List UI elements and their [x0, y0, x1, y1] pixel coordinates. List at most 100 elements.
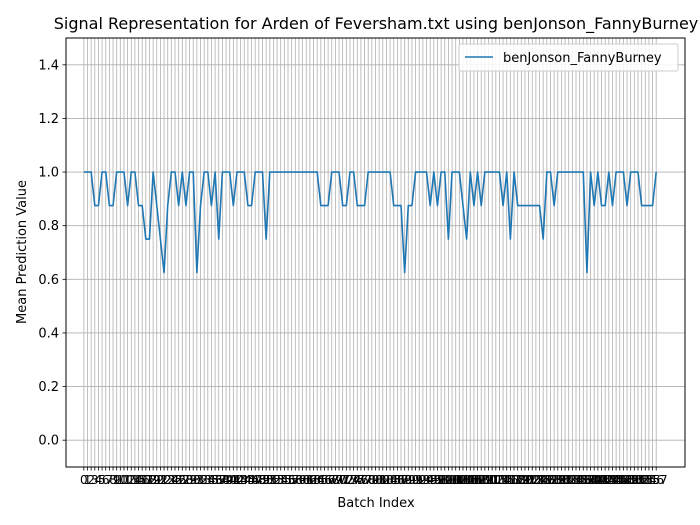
x-tick-label: 45 [240, 473, 255, 487]
x-tick-label: 130 [546, 473, 569, 487]
x-tick-label: 13 [124, 473, 139, 487]
x-tick-label: 144 [597, 473, 620, 487]
x-tick-label: 133 [557, 473, 580, 487]
x-tick-label: 111 [477, 473, 500, 487]
x-tick-label: 147 [608, 473, 631, 487]
x-tick-label: 15 [131, 473, 146, 487]
x-tick-label: 118 [503, 473, 526, 487]
y-grid [66, 64, 685, 441]
x-tick-label: 104 [452, 473, 475, 487]
x-tick-label: 116 [495, 473, 518, 487]
x-tick-label: 62 [302, 473, 317, 487]
x-tick-label: 52 [266, 473, 281, 487]
x-tick-label: 18 [142, 473, 157, 487]
x-tick-label: 101 [441, 473, 464, 487]
x-tick-label: 22 [156, 473, 171, 487]
x-tick-label: 34 [200, 473, 215, 487]
x-tick-label: 137 [572, 473, 595, 487]
x-tick-label: 145 [601, 473, 624, 487]
x-tick-label: 29 [182, 473, 197, 487]
x-tick-label: 4 [95, 473, 103, 487]
x-tick-label: 152 [627, 473, 650, 487]
x-tick-label: 61 [299, 473, 314, 487]
x-tick-label: 77 [357, 473, 372, 487]
x-tick-label: 151 [623, 473, 646, 487]
y-axis-ticks: 0.0 0.2 0.4 0.6 0.8 1.0 1.2 1.4 [38, 58, 66, 449]
x-tick-label: 60 [295, 473, 310, 487]
x-tick-label: 75 [350, 473, 365, 487]
x-tick-label: 150 [619, 473, 642, 487]
x-tick-label: 87 [393, 473, 408, 487]
x-tick-label: 114 [488, 473, 511, 487]
x-tick-label: 100 [437, 473, 460, 487]
x-tick-label: 1 [84, 473, 92, 487]
x-tick-label: 72 [339, 473, 354, 487]
x-tick-label: 31 [189, 473, 204, 487]
x-tick-label: 119 [506, 473, 529, 487]
x-tick-label: 124 [524, 473, 547, 487]
x-tick-label: 86 [390, 473, 405, 487]
plot-frame [65, 37, 686, 468]
y-axis-label: Mean Prediction Value [15, 180, 30, 324]
x-tick-label: 89 [401, 473, 416, 487]
x-tick-label: 128 [539, 473, 562, 487]
x-tick-label: 43 [233, 473, 248, 487]
x-tick-label: 68 [324, 473, 339, 487]
x-tick-label: 11 [116, 473, 131, 487]
x-tick-label: 3 [91, 473, 99, 487]
x-tick-label: 71 [335, 473, 350, 487]
x-tick-label: 8 [109, 473, 117, 487]
x-tick-label: 136 [568, 473, 591, 487]
x-tick-label: 146 [605, 473, 628, 487]
x-tick-label: 140 [583, 473, 606, 487]
x-tick-label: 44 [237, 473, 252, 487]
x-tick-label: 110 [473, 473, 496, 487]
x-tick-label: 58 [288, 473, 303, 487]
x-tick-label: 47 [248, 473, 263, 487]
x-tick-label: 21 [153, 473, 168, 487]
x-tick-label: 63 [306, 473, 321, 487]
x-tick-label: 50 [258, 473, 273, 487]
x-tick-label: 26 [171, 473, 186, 487]
x-tick-label: 80 [368, 473, 383, 487]
legend-label: benJonson_FannyBurney [503, 51, 662, 66]
x-tick-label: 67 [320, 473, 335, 487]
x-tick-label: 97 [430, 473, 445, 487]
x-tick-label: 16 [135, 473, 150, 487]
x-tick-label: 30 [186, 473, 201, 487]
x-tick-label: 109 [470, 473, 493, 487]
x-tick-label: 90 [404, 473, 419, 487]
x-tick-label: 127 [535, 473, 558, 487]
x-tick-label: 149 [616, 473, 639, 487]
x-tick-label: 105 [455, 473, 478, 487]
y-tick-label: 0.8 [38, 219, 59, 234]
x-tick-label: 36 [207, 473, 222, 487]
x-grid [83, 38, 657, 467]
x-tick-label: 19 [145, 473, 160, 487]
x-tick-label: 92 [412, 473, 427, 487]
y-tick-label: 0.4 [38, 326, 59, 341]
y-tick-label: 0.0 [38, 434, 59, 449]
x-tick-label: 88 [397, 473, 412, 487]
x-tick-label: 94 [419, 473, 434, 487]
x-tick-label: 73 [342, 473, 357, 487]
x-tick-label: 6 [102, 473, 110, 487]
x-tick-label: 117 [499, 473, 522, 487]
x-tick-label: 115 [492, 473, 515, 487]
x-tick-label: 54 [273, 473, 288, 487]
x-tick-label: 27 [175, 473, 190, 487]
x-tick-label: 41 [226, 473, 241, 487]
x-tick-label: 134 [561, 473, 584, 487]
x-tick-label: 42 [229, 473, 244, 487]
x-tick-label: 84 [382, 473, 397, 487]
legend: benJonson_FannyBurney [458, 43, 679, 72]
series-line [83, 171, 657, 274]
y-tick-label: 1.0 [38, 166, 59, 181]
x-tick-label: 78 [361, 473, 376, 487]
x-tick-label: 57 [284, 473, 299, 487]
y-tick-label: 0.6 [38, 273, 59, 288]
x-tick-label: 38 [215, 473, 230, 487]
x-tick-label: 28 [178, 473, 193, 487]
x-tick-label: 106 [459, 473, 482, 487]
